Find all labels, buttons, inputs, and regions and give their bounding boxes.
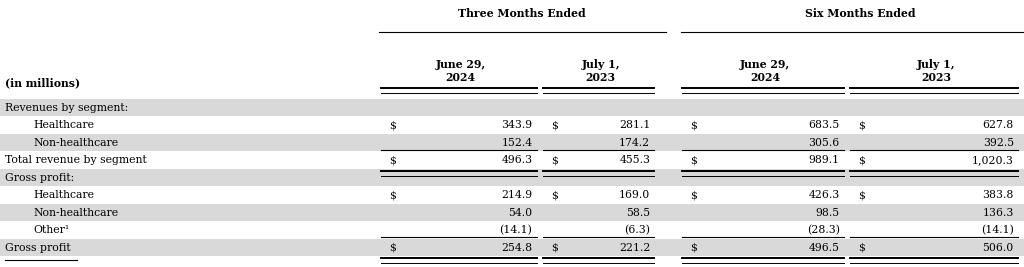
Text: 455.3: 455.3 xyxy=(620,155,650,165)
Text: $: $ xyxy=(551,155,558,165)
Text: 281.1: 281.1 xyxy=(618,120,650,130)
Bar xyxy=(0,151,1024,169)
Text: 1,020.3: 1,020.3 xyxy=(972,155,1014,165)
Text: $: $ xyxy=(389,155,396,165)
Text: 627.8: 627.8 xyxy=(982,120,1014,130)
Text: (6.3): (6.3) xyxy=(625,225,650,235)
Bar xyxy=(0,204,1024,221)
Bar xyxy=(0,239,1024,256)
Text: 136.3: 136.3 xyxy=(982,207,1014,218)
Text: 426.3: 426.3 xyxy=(808,190,840,200)
Text: Gross profit: Gross profit xyxy=(5,242,71,253)
Text: 174.2: 174.2 xyxy=(620,138,650,148)
Text: 496.5: 496.5 xyxy=(809,242,840,253)
Text: July 1,
2023: July 1, 2023 xyxy=(916,59,955,83)
Text: (14.1): (14.1) xyxy=(500,225,532,235)
Text: 214.9: 214.9 xyxy=(502,190,532,200)
Text: $: $ xyxy=(690,242,697,253)
Text: $: $ xyxy=(858,190,865,200)
Bar xyxy=(0,134,1024,151)
Bar xyxy=(0,0,1024,99)
Text: 54.0: 54.0 xyxy=(508,207,532,218)
Bar xyxy=(0,221,1024,239)
Text: 254.8: 254.8 xyxy=(502,242,532,253)
Text: $: $ xyxy=(551,242,558,253)
Text: $: $ xyxy=(858,120,865,130)
Text: (28.3): (28.3) xyxy=(807,225,840,235)
Text: $: $ xyxy=(389,120,396,130)
Bar xyxy=(0,186,1024,204)
Text: $: $ xyxy=(690,190,697,200)
Text: June 29,
2024: June 29, 2024 xyxy=(436,59,485,83)
Bar xyxy=(0,99,1024,116)
Text: $: $ xyxy=(389,242,396,253)
Text: (in millions): (in millions) xyxy=(5,77,80,88)
Text: 383.8: 383.8 xyxy=(982,190,1014,200)
Bar xyxy=(0,116,1024,134)
Text: Total revenue by segment: Total revenue by segment xyxy=(5,155,146,165)
Text: 343.9: 343.9 xyxy=(502,120,532,130)
Text: $: $ xyxy=(858,242,865,253)
Text: 683.5: 683.5 xyxy=(808,120,840,130)
Text: Non-healthcare: Non-healthcare xyxy=(34,138,119,148)
Text: 496.3: 496.3 xyxy=(502,155,532,165)
Text: 169.0: 169.0 xyxy=(618,190,650,200)
Text: 221.2: 221.2 xyxy=(618,242,650,253)
Text: 58.5: 58.5 xyxy=(626,207,650,218)
Text: Revenues by segment:: Revenues by segment: xyxy=(5,103,128,113)
Text: 506.0: 506.0 xyxy=(982,242,1014,253)
Text: Healthcare: Healthcare xyxy=(34,190,95,200)
Text: Non-healthcare: Non-healthcare xyxy=(34,207,119,218)
Text: Six Months Ended: Six Months Ended xyxy=(805,8,915,19)
Text: $: $ xyxy=(690,155,697,165)
Text: $: $ xyxy=(690,120,697,130)
Text: Three Months Ended: Three Months Ended xyxy=(459,8,586,19)
Text: Gross profit:: Gross profit: xyxy=(5,172,75,183)
Text: Healthcare: Healthcare xyxy=(34,120,95,130)
Text: 152.4: 152.4 xyxy=(502,138,532,148)
Text: $: $ xyxy=(858,155,865,165)
Text: 392.5: 392.5 xyxy=(983,138,1014,148)
Text: $: $ xyxy=(551,120,558,130)
Text: (14.1): (14.1) xyxy=(981,225,1014,235)
Text: June 29,
2024: June 29, 2024 xyxy=(740,59,790,83)
Text: $: $ xyxy=(551,190,558,200)
Text: 989.1: 989.1 xyxy=(809,155,840,165)
Text: $: $ xyxy=(389,190,396,200)
Text: 98.5: 98.5 xyxy=(815,207,840,218)
Text: July 1,
2023: July 1, 2023 xyxy=(582,59,620,83)
Bar xyxy=(0,169,1024,186)
Text: Other¹: Other¹ xyxy=(34,225,70,235)
Text: 305.6: 305.6 xyxy=(808,138,840,148)
